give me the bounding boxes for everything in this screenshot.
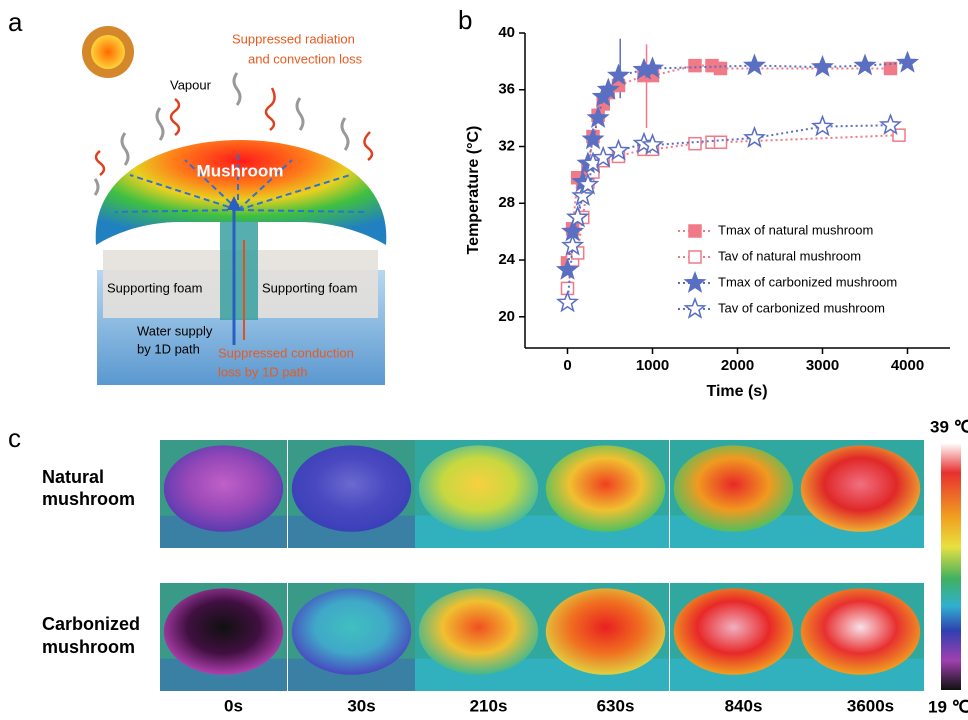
annotation: Vapour [170, 77, 212, 92]
panel-a: a Suppressed radiation and convection lo… [8, 7, 386, 385]
series-line [568, 63, 908, 270]
thermal-image [546, 445, 665, 531]
marker [856, 56, 875, 74]
annotation: Suppressed conduction [218, 345, 354, 360]
y-tick-label: 28 [498, 194, 515, 211]
thermal-image [164, 445, 283, 531]
thermal-image [292, 588, 411, 674]
legend-label: Tmax of carbonized mushroom [718, 274, 897, 289]
thermal-image [801, 588, 920, 674]
legend-marker [689, 251, 701, 263]
annotation: loss by 1D path [218, 364, 308, 379]
scale-min: 19 ℃ [928, 697, 968, 716]
legend-marker [689, 225, 701, 237]
thermal-image [674, 588, 793, 674]
x-tick-label: 0 [563, 357, 571, 374]
legend-label: Tav of carbonized mushroom [718, 300, 885, 315]
legend-marker [686, 273, 705, 291]
y-axis-label: Temperature (°C) [465, 126, 482, 255]
thermal-image [419, 445, 538, 531]
y-tick-label: 20 [498, 308, 515, 325]
time-label: 30s [347, 696, 375, 715]
x-axis-label: Time (s) [706, 383, 767, 400]
thermal-image [164, 588, 283, 674]
marker [715, 136, 727, 148]
annotation: Supporting foam [107, 280, 202, 295]
thermal-image [292, 445, 411, 531]
marker [813, 117, 832, 135]
legend-marker [686, 299, 705, 317]
marker [689, 60, 701, 72]
annotation: Suppressed radiation [232, 31, 355, 46]
sun [91, 35, 125, 69]
thermal-image [801, 445, 920, 531]
y-tick-label: 24 [498, 251, 515, 268]
marker [558, 293, 577, 311]
annotation: Supporting foam [262, 280, 357, 295]
y-tick-label: 40 [498, 24, 515, 41]
row-label: Natural [42, 467, 104, 487]
marker [898, 53, 917, 71]
legend-label: Tmax of natural mushroom [718, 222, 873, 237]
panel-c: c Natural mushroom Carbonized mushroom 3… [8, 417, 968, 716]
time-label: 210s [470, 696, 508, 715]
thermal-image [674, 445, 793, 531]
time-label: 3600s [847, 696, 894, 715]
figure: a Suppressed radiation and convection lo… [0, 0, 968, 720]
annotation: by 1D path [137, 341, 200, 356]
legend-label: Tav of natural mushroom [718, 248, 861, 263]
panel-label: b [458, 5, 472, 35]
time-label: 630s [597, 696, 635, 715]
x-tick-label: 4000 [891, 357, 924, 374]
thermal-image [546, 588, 665, 674]
marker [813, 57, 832, 75]
x-tick-label: 1000 [636, 357, 669, 374]
color-bar [941, 443, 961, 690]
row-label: Carbonized [42, 614, 140, 634]
annotation: and convection loss [248, 51, 363, 66]
row-label: mushroom [42, 489, 135, 509]
y-tick-label: 36 [498, 81, 515, 98]
marker [745, 128, 764, 146]
y-tick-label: 32 [498, 137, 515, 154]
annotation: Mushroom [197, 161, 284, 180]
x-tick-label: 3000 [806, 357, 839, 374]
time-label: 840s [725, 696, 763, 715]
annotation: Water supply [137, 323, 213, 338]
panel-label: a [8, 7, 23, 37]
marker [715, 62, 727, 74]
panel-label: c [8, 423, 21, 453]
scale-max: 39 ℃ [930, 417, 968, 436]
row-label: mushroom [42, 637, 135, 657]
x-tick-label: 2000 [721, 357, 754, 374]
time-label: 0s [224, 696, 243, 715]
marker [689, 138, 701, 150]
thermal-image [419, 588, 538, 674]
marker [745, 56, 764, 74]
panel-b: b Time (s) Temperature (°C) 20 24 28 32 36 40… [458, 5, 950, 400]
